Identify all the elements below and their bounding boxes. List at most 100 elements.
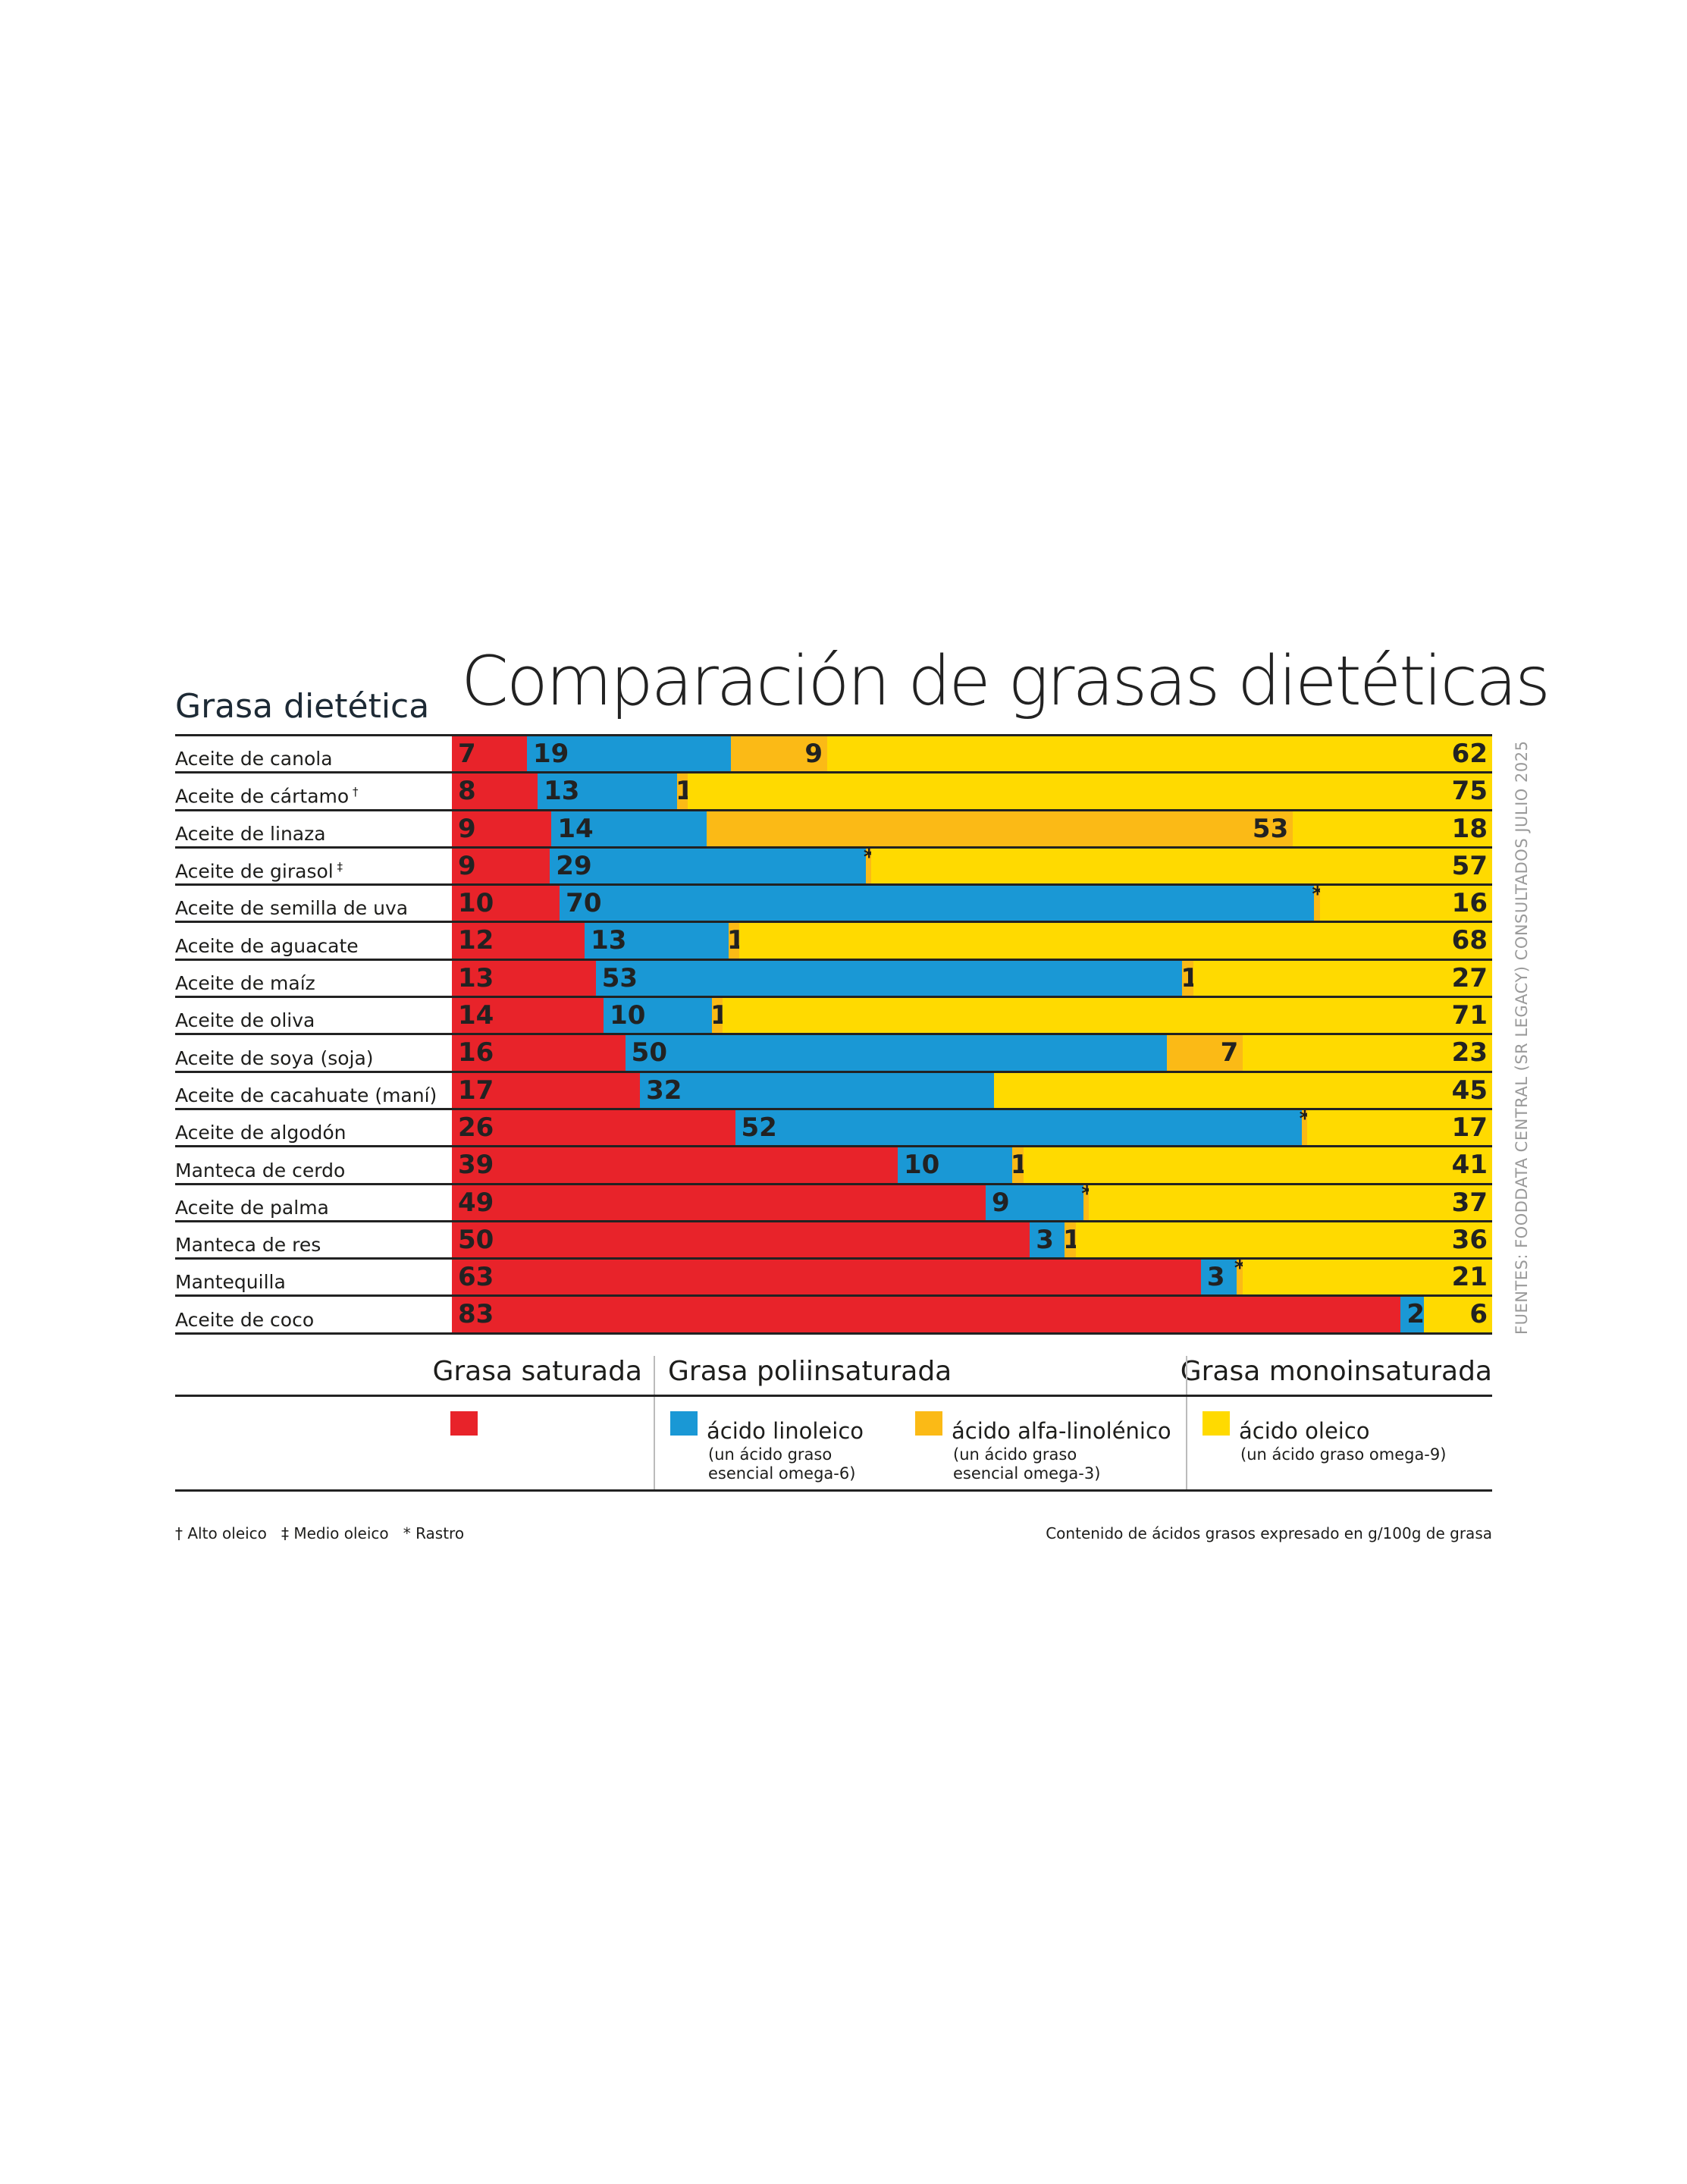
legend-sub-line: esencial omega-3) xyxy=(953,1464,1101,1483)
row-label-text: Mantequilla xyxy=(175,1271,286,1294)
bar-segment-ole: 21 xyxy=(1242,1260,1492,1295)
stacked-bar: 16 50 7 23 xyxy=(452,1035,1492,1071)
bar-segment-lin: 13 xyxy=(585,923,729,959)
bar-segment-ala: 9 xyxy=(730,736,828,772)
stacked-bar: 63 3 * 21 xyxy=(452,1255,1492,1295)
data-label-lin: 52 xyxy=(741,1112,777,1143)
data-label-sat: 13 xyxy=(458,962,494,993)
bar-segment-ala: 1 xyxy=(710,998,729,1034)
bar-segment-lin: 3 xyxy=(1200,1260,1237,1295)
chart-row: Manteca de cerdo 39 10 1 41 xyxy=(175,1145,1492,1183)
stacked-bar: 49 9 * 37 xyxy=(452,1181,1492,1220)
data-label-ole: 6 xyxy=(1469,1299,1488,1330)
bar-segment-lin: 10 xyxy=(898,1147,1012,1183)
stacked-bar: 83 2 6 xyxy=(452,1297,1492,1332)
row-label: Aceite de linaza xyxy=(175,823,326,845)
bar-segment-ole: 36 xyxy=(1076,1222,1492,1258)
data-label-sat: 12 xyxy=(458,925,494,956)
data-label-ole: 37 xyxy=(1451,1187,1488,1218)
row-label-text: Manteca de res xyxy=(175,1234,321,1257)
data-label-ole: 18 xyxy=(1451,813,1488,844)
row-label: Mantequilla xyxy=(175,1271,286,1293)
data-label-sat: 16 xyxy=(458,1037,494,1068)
bar-segment-sat: 7 xyxy=(452,736,527,772)
chart-row: Aceite de cacahuate (maní) 17 32 45 xyxy=(175,1070,1492,1108)
bar-segment-ala: 1 xyxy=(1011,1147,1028,1183)
legend-swatch-alpha-linolenic xyxy=(915,1411,942,1436)
data-label-lin: 13 xyxy=(591,925,627,956)
row-label: Aceite de coco xyxy=(175,1309,314,1331)
data-label-ole: 17 xyxy=(1451,1112,1488,1143)
data-label-ole: 71 xyxy=(1451,1000,1488,1031)
bar-segment-ole: 37 xyxy=(1089,1185,1492,1220)
legend-sub-oleic: (un ácido graso omega-9) xyxy=(1240,1445,1447,1464)
data-label-lin: 3 xyxy=(1036,1224,1054,1255)
legend-header-polyunsaturated: Grasa poliinsaturada xyxy=(668,1356,952,1387)
chart-row: Aceite de maíz 13 53 1 27 xyxy=(175,958,1492,996)
row-label: Aceite de aguacate xyxy=(175,935,359,957)
bar-segment-lin: 52 xyxy=(735,1109,1302,1146)
bar-segment-lin: 32 xyxy=(640,1072,995,1108)
bar-segment-sat: 10 xyxy=(452,886,560,921)
source-credit: FUENTES: FOODDATA CENTRAL (SR LEGACY) CO… xyxy=(1513,740,1531,1335)
bar-segment-lin: 19 xyxy=(527,736,731,772)
stacked-bar: 13 53 1 27 xyxy=(452,960,1492,996)
bar-segment-sat: 9 xyxy=(452,811,552,846)
chart-row: Aceite de linaza 9 14 53 18 xyxy=(175,808,1492,846)
data-label-ole: 68 xyxy=(1451,925,1488,956)
stacked-bar: 10 70 * 16 xyxy=(452,881,1492,921)
row-label-text: Manteca de cerdo xyxy=(175,1159,346,1181)
bar-segment-ole: 17 xyxy=(1306,1109,1492,1146)
row-label: Aceite de canola xyxy=(175,748,333,770)
data-label-sat: 9 xyxy=(458,850,476,881)
bar-segment-ala: * xyxy=(1300,1106,1310,1146)
row-label: Aceite de palma xyxy=(175,1197,329,1219)
data-label-lin: 3 xyxy=(1206,1262,1225,1293)
bar-segment-ole: 71 xyxy=(723,998,1492,1034)
data-label-ala: 7 xyxy=(1220,1037,1239,1068)
legend-sub-line: esencial omega-6) xyxy=(708,1464,856,1483)
data-label-lin: 50 xyxy=(631,1037,667,1068)
data-label-lin: 13 xyxy=(544,776,580,807)
row-label: Manteca de cerdo xyxy=(175,1159,345,1181)
bar-segment-sat: 49 xyxy=(452,1185,986,1220)
data-label-sat: 10 xyxy=(458,888,494,919)
bar-segment-ole: 45 xyxy=(994,1072,1492,1108)
bar-segment-lin: 14 xyxy=(551,811,707,846)
row-label-text: Aceite de palma xyxy=(175,1196,329,1219)
bar-segment-lin: 50 xyxy=(625,1035,1168,1071)
legend-label-oleic: ácido oleico xyxy=(1239,1418,1370,1444)
data-label-ole: 45 xyxy=(1451,1075,1488,1106)
bar-segment-lin: 53 xyxy=(595,960,1183,996)
bar-segment-sat: 17 xyxy=(452,1072,641,1108)
bar-segment-ole: 23 xyxy=(1243,1035,1492,1071)
data-label-ole: 75 xyxy=(1451,776,1488,807)
data-label-sat: 26 xyxy=(458,1112,494,1143)
data-label-ole: 16 xyxy=(1451,888,1488,919)
legend-sub-linoleic: (un ácido graso esencial omega-6) xyxy=(708,1445,855,1483)
chart-row: Aceite de soya (soja) 16 50 7 23 xyxy=(175,1033,1492,1071)
bar-segment-ala: 1 xyxy=(1063,1222,1081,1258)
legend-label-alpha-linolenic: ácido alfa-linolénico xyxy=(952,1418,1171,1444)
stacked-bar: 39 10 1 41 xyxy=(452,1147,1492,1183)
data-label-sat: 7 xyxy=(458,739,476,769)
bar-segment-sat: 8 xyxy=(452,774,538,809)
bar-segment-ala: 7 xyxy=(1167,1035,1243,1071)
chart-row: Aceite de coco 83 2 6 xyxy=(175,1294,1492,1335)
row-label-text: Aceite de maíz xyxy=(175,972,315,995)
legend-sub-alpha-linolenic: (un ácido graso esencial omega-3) xyxy=(953,1445,1100,1483)
bar-segment-ole: 68 xyxy=(739,923,1492,959)
bar-segment-ala: 53 xyxy=(706,811,1293,846)
bar-segment-ala: 1 xyxy=(727,923,745,959)
data-label-ala: 53 xyxy=(1252,813,1289,844)
data-label-lin: 10 xyxy=(904,1150,940,1181)
legend-swatch-linoleic xyxy=(670,1411,698,1436)
chart-row: Aceite de girasol ‡ 9 29 * 57 xyxy=(175,844,1492,884)
stacked-bar: 50 3 1 36 xyxy=(452,1222,1492,1258)
legend: Grasa saturada Grasa poliinsaturada Gras… xyxy=(175,1356,1492,1492)
data-label-ole: 27 xyxy=(1451,962,1488,993)
bar-segment-sat: 9 xyxy=(452,848,550,884)
bar-segment-ala: * xyxy=(1234,1255,1246,1295)
data-label-ole: 23 xyxy=(1451,1037,1488,1068)
row-label-text: Aceite de cacahuate (maní) xyxy=(175,1084,437,1106)
